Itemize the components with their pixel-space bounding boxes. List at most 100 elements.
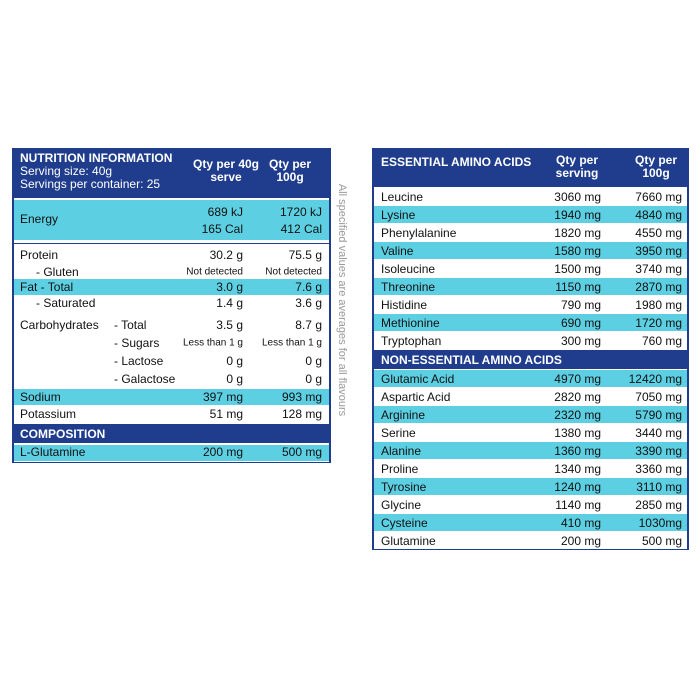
- value: Not detected: [186, 266, 243, 278]
- value: 7.6 g: [295, 280, 322, 294]
- value: 8.7 g: [295, 318, 322, 332]
- section-title: NON-ESSENTIAL AMINO ACIDS: [381, 353, 562, 367]
- row-band: [374, 278, 687, 295]
- amino-name: Valine: [381, 244, 414, 258]
- value: 1500 mg: [554, 262, 601, 276]
- value: 165 Cal: [201, 222, 243, 236]
- value: 3440 mg: [635, 426, 682, 440]
- amino-name: Aspartic Acid: [381, 390, 451, 404]
- column-header: Qty per 100g: [634, 153, 677, 180]
- amino-header: [372, 148, 689, 187]
- sub-label: - Total: [114, 318, 147, 332]
- value: 300 mg: [560, 334, 601, 348]
- value: 200 mg: [202, 445, 243, 459]
- divider: [12, 243, 331, 244]
- amino-name: Glutamine: [381, 534, 436, 548]
- label: - Saturated: [36, 296, 96, 310]
- row-band: [14, 389, 329, 405]
- value: 1030mg: [638, 516, 682, 530]
- value: 760 mg: [641, 334, 682, 348]
- value: 689 kJ: [207, 205, 243, 219]
- value: 2850 mg: [635, 498, 682, 512]
- amino-name: Tyrosine: [381, 480, 427, 494]
- value: 500 mg: [281, 445, 322, 459]
- nutrition-header: [12, 148, 331, 198]
- value: 0 g: [305, 372, 322, 386]
- value: 1140 mg: [555, 498, 601, 512]
- value: 2870 mg: [635, 280, 682, 294]
- value: 12420 mg: [628, 372, 682, 386]
- value: 500 mg: [641, 534, 682, 548]
- value: 30.2 g: [209, 248, 243, 262]
- value: 7050 mg: [635, 390, 682, 404]
- value: 4550 mg: [635, 226, 682, 240]
- value: 51 mg: [209, 407, 243, 421]
- non-essential-header: [372, 350, 689, 369]
- value: 3.6 g: [295, 296, 322, 310]
- section-title: COMPOSITION: [20, 427, 106, 441]
- label: Sodium: [20, 390, 61, 404]
- value: 1980 mg: [635, 298, 682, 312]
- value: 690 mg: [560, 316, 601, 330]
- divider: [372, 549, 689, 550]
- amino-name: Glycine: [381, 498, 422, 512]
- row-band: [374, 370, 687, 387]
- amino-name: Methionine: [381, 316, 440, 330]
- nutrition-panel: [12, 148, 331, 463]
- value: Less than 1 g: [182, 337, 243, 349]
- value: 3950 mg: [635, 244, 682, 258]
- value: 1720 mg: [635, 316, 682, 330]
- row-band: [374, 406, 687, 423]
- column-header: Qty per 100g: [268, 157, 311, 184]
- value: 5790 mg: [635, 408, 682, 422]
- value: 128 mg: [281, 407, 322, 421]
- row-band: [374, 314, 687, 331]
- amino-name: Alanine: [381, 444, 422, 458]
- label: Carbohydrates: [20, 318, 99, 332]
- value: 790 mg: [560, 298, 601, 312]
- amino-name: Lysine: [381, 208, 416, 222]
- amino-name: Glutamic Acid: [381, 372, 455, 386]
- sub-label: - Sugars: [114, 336, 160, 350]
- value: 993 mg: [281, 390, 322, 404]
- sub-label: - Galactose: [114, 372, 176, 386]
- amino-name: Cysteine: [381, 516, 428, 530]
- value: 2820 mg: [554, 390, 601, 404]
- label: - Gluten: [36, 265, 79, 279]
- value: Not detected: [265, 266, 322, 278]
- section-title: ESSENTIAL AMINO ACIDS: [381, 155, 532, 169]
- value: 4970 mg: [554, 372, 601, 386]
- value: 1580 mg: [554, 244, 601, 258]
- row-band: [14, 279, 329, 295]
- value: 1940 mg: [554, 208, 601, 222]
- value: 3360 mg: [635, 462, 682, 476]
- value: 1.4 g: [216, 296, 243, 310]
- amino-name: Leucine: [381, 190, 424, 204]
- amino-name: Serine: [381, 426, 416, 440]
- value: 0 g: [305, 354, 322, 368]
- value: 1340 mg: [554, 462, 601, 476]
- label: Energy: [20, 212, 59, 226]
- label: Fat - Total: [20, 280, 74, 294]
- row-band: [374, 442, 687, 459]
- amino-name: Threonine: [381, 280, 436, 294]
- amino-name: Isoleucine: [381, 262, 436, 276]
- column-header: Qty per 40g serve: [192, 157, 260, 184]
- value: 410 mg: [560, 516, 601, 530]
- row-band: [374, 206, 687, 223]
- value: 1720 kJ: [279, 205, 322, 219]
- value: 0 g: [226, 354, 243, 368]
- value: 1150 mg: [555, 280, 601, 294]
- value: 200 mg: [560, 534, 601, 548]
- value: 397 mg: [202, 390, 243, 404]
- value: 7660 mg: [635, 190, 682, 204]
- value: 412 Cal: [280, 222, 322, 236]
- value: 1380 mg: [554, 426, 601, 440]
- label: Potassium: [20, 407, 77, 421]
- servings: Servings per container: 25: [20, 177, 161, 191]
- row-band: [14, 445, 329, 461]
- value: 3110 mg: [636, 480, 682, 494]
- value: 3060 mg: [554, 190, 601, 204]
- row-band: [374, 514, 687, 531]
